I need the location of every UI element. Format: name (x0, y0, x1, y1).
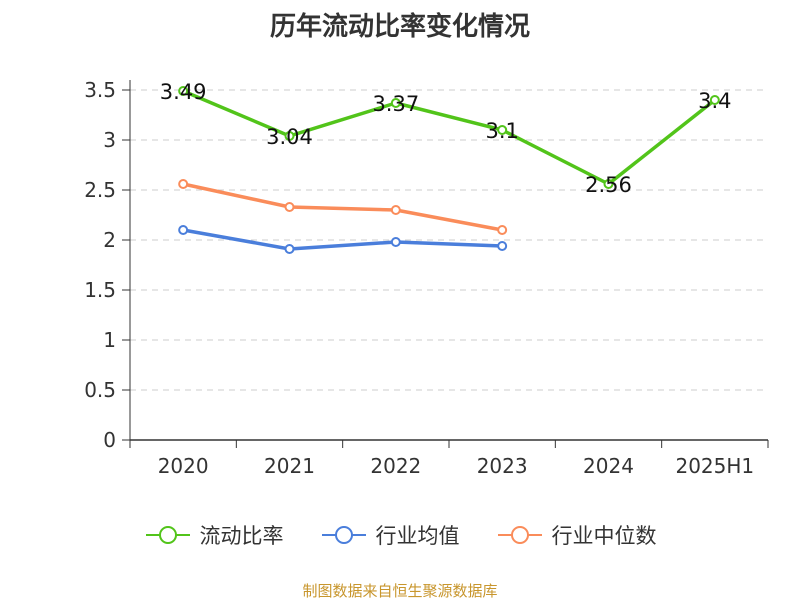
axes: 0 0.5 1 1.5 2 2.5 3 3.5 2020 2021 2022 2023 2024 2025… (84, 78, 769, 478)
y-tick-label: 1.5 (84, 278, 116, 302)
x-tick-label: 2021 (264, 454, 315, 478)
y-tick-label: 2.5 (84, 178, 116, 202)
x-tick-label: 2025H1 (675, 454, 754, 478)
legend-marker-icon (497, 526, 542, 544)
data-point (603, 179, 614, 189)
chart-title: 历年流动比率变化情况 (269, 12, 530, 42)
data-point (178, 179, 189, 189)
data-point (497, 225, 508, 235)
legend-marker-icon (145, 526, 190, 544)
legend-label: 流动比率 (199, 524, 284, 548)
legend-label: 行业均值 (375, 524, 460, 548)
series-lines (178, 86, 720, 254)
legend: 流动比率 行业均值 行业中位数 (0, 520, 800, 550)
data-label: 2.56 (585, 173, 632, 197)
data-point (390, 237, 401, 247)
data-label: 3.49 (160, 80, 207, 104)
data-point (178, 225, 189, 235)
y-tick-label: 0.5 (84, 378, 116, 402)
legend-marker-icon (321, 526, 366, 544)
data-point (390, 98, 401, 108)
data-label: 3.4 (698, 89, 731, 113)
data-label: 3.37 (372, 92, 419, 116)
y-tick-label: 3 (103, 128, 116, 152)
data-label: 3.1 (485, 119, 518, 143)
data-point (390, 205, 401, 215)
grid-lines (130, 89, 768, 391)
x-tick-label: 2023 (477, 454, 528, 478)
data-point (284, 244, 295, 254)
y-tick-label: 0 (103, 428, 116, 452)
x-tick-label: 2020 (158, 454, 209, 478)
y-tick-label: 1 (103, 328, 116, 352)
data-point (497, 125, 508, 135)
series-line (182, 89, 716, 186)
data-point (709, 95, 720, 105)
data-labels: 3.49 3.04 3.37 3.1 2.56 3.4 (160, 80, 732, 197)
legend-item[interactable]: 行业均值 (320, 520, 460, 550)
x-tick-label: 2022 (370, 454, 421, 478)
series-line (182, 182, 503, 232)
data-point (497, 241, 508, 251)
y-tick-label: 2 (103, 228, 116, 252)
x-tick-label: 2024 (583, 454, 634, 478)
data-point (284, 202, 295, 212)
data-point (178, 86, 189, 96)
legend-item[interactable]: 行业中位数 (496, 520, 657, 550)
series-line (182, 228, 503, 251)
data-label: 3.04 (266, 125, 313, 149)
data-point (284, 131, 295, 141)
source-note: 制图数据来自恒生聚源数据库 (302, 582, 498, 600)
y-tick-label: 3.5 (84, 78, 116, 102)
legend-label: 行业中位数 (551, 524, 657, 548)
legend-item[interactable]: 流动比率 (144, 520, 284, 550)
